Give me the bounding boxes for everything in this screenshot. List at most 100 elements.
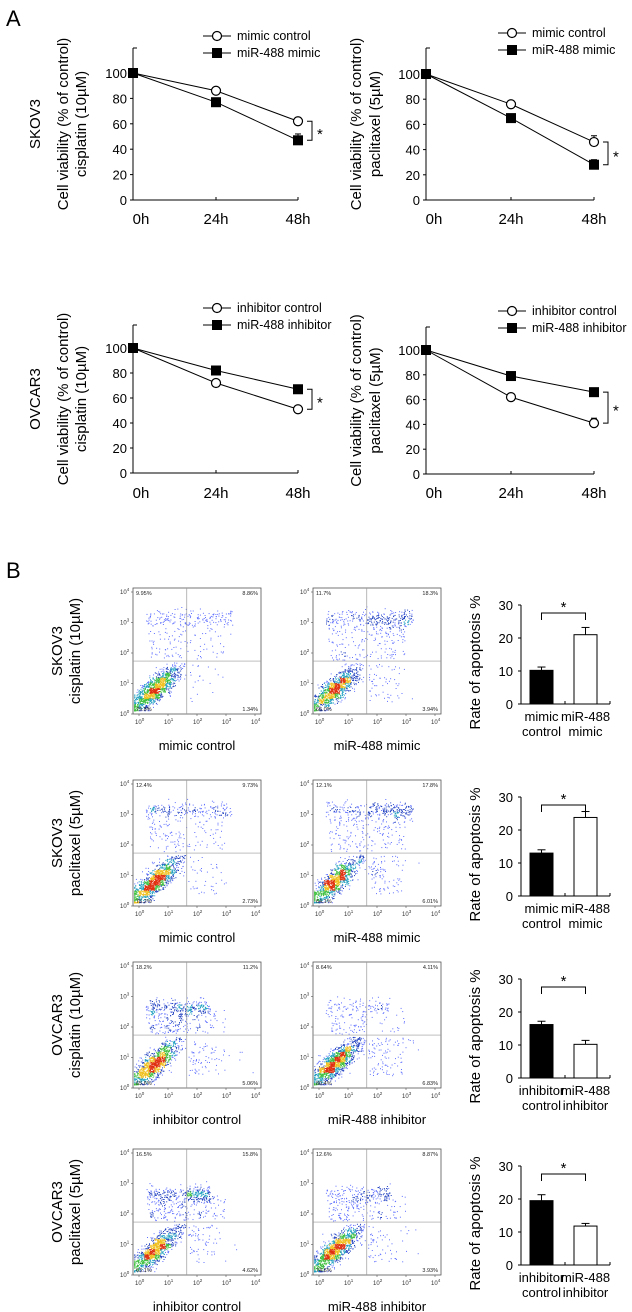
event-dot [143,688,145,689]
event-dot [151,697,153,699]
event-dot [348,671,350,673]
event-dot [316,702,318,704]
event-dot [160,694,162,696]
event-dot [199,811,201,813]
event-dot [220,872,222,874]
event-dot [145,700,147,702]
event-dot [151,876,153,878]
event-dot [331,697,333,699]
event-dot [167,873,169,875]
event-dot [163,811,164,813]
event-dot [153,805,155,807]
event-dot [363,657,365,659]
event-dot [221,830,222,832]
event-dot [331,695,333,697]
event-dot [153,697,154,699]
event-dot [152,701,154,703]
event-dot [172,686,174,688]
event-dot [177,839,179,841]
event-dot [143,882,145,884]
event-dot [376,623,378,624]
event-dot [153,882,155,884]
event-dot [183,855,185,857]
event-dot [192,686,194,688]
event-dot [171,877,173,879]
event-dot [145,901,147,902]
event-dot [162,880,164,882]
event-dot [331,684,332,686]
event-dot [346,687,348,689]
event-dot [158,680,160,681]
event-dot [353,682,355,684]
event-dot [349,683,351,684]
event-dot [134,887,136,889]
event-dot [352,620,354,622]
event-dot [139,708,141,710]
event-dot [167,648,169,650]
event-dot [170,679,172,681]
event-dot [153,878,154,879]
event-dot [359,663,361,665]
event-dot [328,705,329,707]
event-dot [397,695,399,697]
event-dot [138,703,140,705]
event-dot [328,638,330,640]
event-dot [146,613,148,615]
event-dot [201,840,203,842]
event-dot [184,809,185,811]
event-dot [198,616,199,618]
event-dot [209,617,211,619]
event-dot [194,807,196,809]
event-dot [154,889,156,891]
event-dot [166,632,168,634]
event-dot [155,678,157,680]
event-dot [376,624,378,626]
event-dot [381,636,383,638]
event-dot [150,838,152,840]
event-dot [337,702,338,704]
event-dot [152,677,154,679]
event-dot [161,808,163,810]
event-dot [161,870,163,872]
event-dot [335,677,336,679]
event-dot [165,677,167,679]
event-dot [165,846,167,848]
event-dot [350,683,352,685]
event-dot [146,892,148,894]
event-dot [390,694,392,696]
event-dot [150,682,152,684]
event-dot [395,666,396,668]
event-dot [135,899,137,901]
event-dot [369,656,371,657]
data-point-filled-square [211,97,221,108]
event-dot [335,689,337,691]
event-dot [384,651,386,653]
event-dot [168,636,170,638]
event-dot [171,861,172,863]
event-dot [189,622,191,624]
event-dot [152,883,154,885]
event-dot [150,891,151,893]
event-dot [148,888,150,890]
event-dot [157,684,159,686]
event-dot [167,812,169,814]
event-dot [167,677,169,679]
event-dot [159,668,161,670]
event-dot [343,652,345,654]
event-dot [173,682,175,684]
event-dot [319,696,320,697]
event-dot [142,895,144,897]
event-dot [369,700,371,701]
event-dot [334,696,336,698]
event-dot [147,707,149,709]
event-dot [389,623,391,625]
event-dot [331,690,333,692]
event-dot [134,895,136,897]
event-dot [148,699,150,701]
event-dot [160,889,162,891]
event-dot [194,625,196,627]
event-dot [199,675,201,677]
event-dot [154,831,156,833]
event-dot [139,694,141,696]
event-dot [342,683,344,685]
